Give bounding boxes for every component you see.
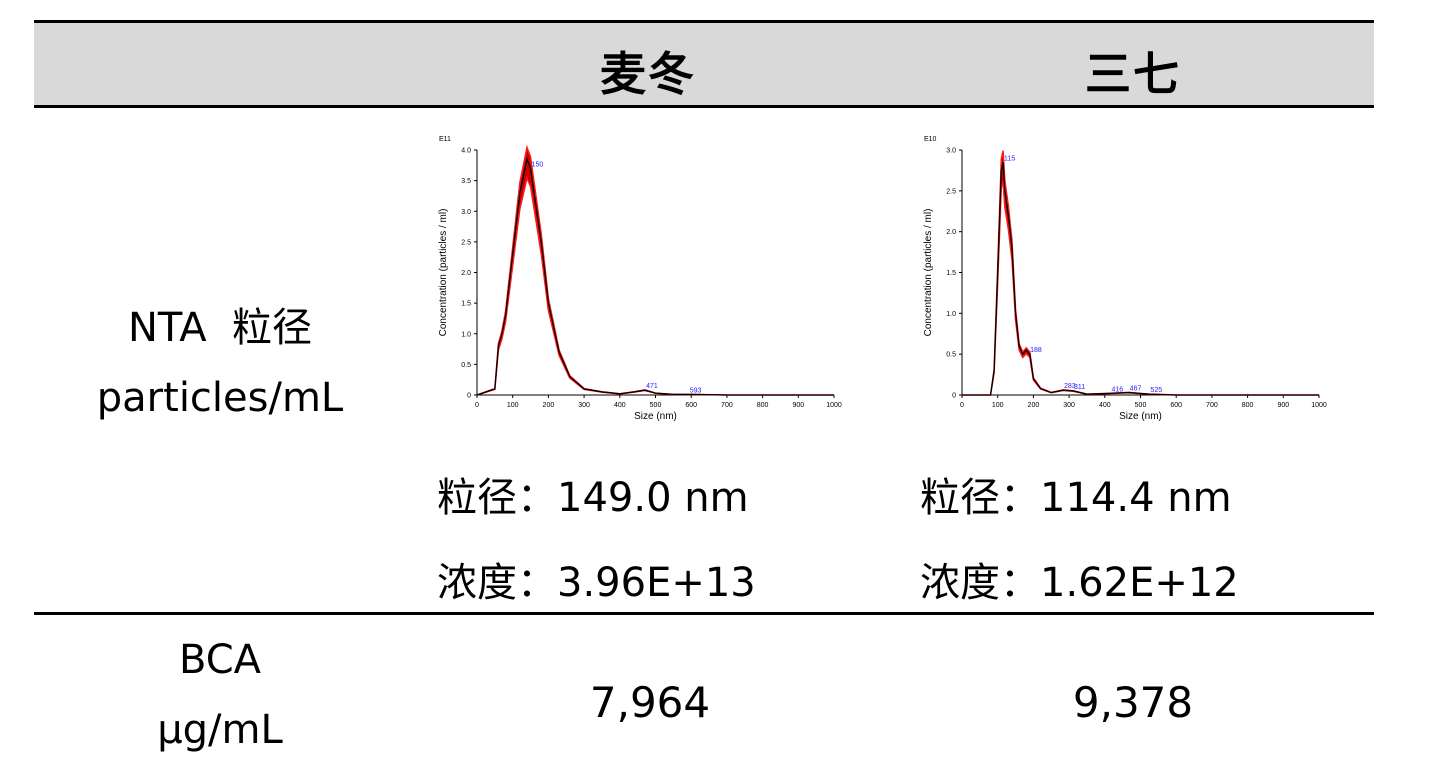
y-tick-label: 2.0: [461, 270, 471, 277]
x-tick-label: 400: [1099, 402, 1111, 409]
exponent-label: E10: [924, 136, 937, 143]
x-tick-label: 700: [721, 402, 733, 409]
y-tick-label: 1.0: [946, 311, 956, 318]
y-tick-label: 3.0: [461, 209, 471, 216]
peak-label: 115: [1004, 155, 1015, 162]
x-axis-title: Size (nm): [634, 411, 677, 422]
x-tick-label: 500: [650, 402, 662, 409]
x-tick-label: 100: [992, 402, 1004, 409]
y-tick-label: 1.5: [946, 270, 956, 277]
conc-stat-sanqi: 浓度：1.62E+12: [920, 550, 1239, 608]
y-tick-label: 4.0: [461, 148, 471, 155]
y-tick-label: 3.0: [946, 148, 956, 155]
x-tick-label: 900: [1277, 402, 1289, 409]
x-tick-label: 600: [1170, 402, 1182, 409]
x-tick-label: 400: [614, 402, 626, 409]
peak-label: 525: [1150, 387, 1162, 394]
y-tick-label: 1.5: [461, 301, 471, 308]
nta-row-label: NTA 粒径 particles/mL: [60, 300, 380, 440]
nta-chart-maidong: E11 0 0.5 1.0 1.5 2.0 2.5 3.0 3.5 4.0 0 100 200 300 40…: [438, 136, 842, 422]
header-row: [34, 22, 1374, 106]
peak-label: 311: [1074, 384, 1085, 391]
peak-label: 416: [1112, 386, 1124, 393]
bca-value-maidong: 7,964: [589, 678, 711, 727]
x-tick-label: 1000: [826, 402, 842, 409]
peak-label: 593: [690, 387, 702, 394]
y-tick-label: 1.0: [461, 331, 471, 338]
bca-row-label: BCA μg/mL: [60, 632, 380, 772]
x-tick-label: 800: [1242, 402, 1254, 409]
conc-stat-maidong: 浓度：3.96E+13: [437, 550, 756, 608]
conc-label: 浓度：: [920, 560, 1040, 606]
size-label: 粒径：: [437, 475, 557, 521]
peak-label: 467: [1130, 386, 1142, 393]
x-tick-label: 600: [685, 402, 697, 409]
y-tick-label: 2.0: [946, 229, 956, 236]
peak-label: 471: [646, 383, 658, 390]
mean-line: [476, 156, 834, 396]
x-tick-label: 800: [757, 402, 769, 409]
y-tick-label: 2.5: [461, 239, 471, 246]
y-tick-label: 0.5: [946, 352, 956, 359]
size-stat-maidong: 粒径：149.0 nm: [437, 465, 749, 523]
y-tick-label: 0: [952, 393, 956, 400]
x-tick-label: 300: [578, 402, 590, 409]
header-rule: [34, 105, 1374, 108]
y-axis-title: Concentration (particles / ml): [923, 209, 934, 337]
size-label: 粒径：: [920, 475, 1040, 521]
bca-label-line2: μg/mL: [157, 707, 283, 753]
error-band: [962, 150, 1319, 396]
mean-line: [962, 162, 1319, 396]
peak-label: 150: [532, 161, 544, 168]
x-tick-label: 100: [507, 402, 519, 409]
x-tick-label: 0: [960, 402, 964, 409]
nta-label-line2: particles/mL: [96, 375, 344, 421]
conc-value: 3.96E+13: [557, 560, 756, 606]
column-header-sanqi: 三七: [1085, 47, 1181, 101]
nta-label-line1: NTA 粒径: [127, 305, 313, 351]
x-tick-label: 1000: [1311, 402, 1327, 409]
size-stat-sanqi: 粒径：114.4 nm: [920, 465, 1232, 523]
conc-value: 1.62E+12: [1040, 560, 1239, 606]
y-tick-label: 0: [467, 393, 471, 400]
x-axis-title: Size (nm): [1119, 411, 1162, 422]
peak-label: 283: [1064, 383, 1076, 390]
top-rule: [34, 20, 1374, 23]
error-band: [476, 144, 834, 396]
exponent-label: E11: [439, 136, 451, 143]
x-tick-label: 700: [1206, 402, 1218, 409]
size-value: 149.0 nm: [557, 475, 749, 521]
bca-value-sanqi: 9,378: [1072, 678, 1194, 727]
x-tick-label: 500: [1135, 402, 1147, 409]
y-axis-title: Concentration (particles / ml): [438, 209, 449, 337]
x-tick-label: 0: [475, 402, 479, 409]
y-tick-label: 3.5: [461, 178, 471, 185]
y-tick-label: 0.5: [461, 362, 471, 369]
size-value: 114.4 nm: [1040, 475, 1232, 521]
row-divider: [34, 612, 1374, 615]
conc-label: 浓度：: [437, 560, 557, 606]
x-tick-label: 300: [1063, 402, 1075, 409]
bca-label-line1: BCA: [178, 637, 262, 683]
peak-label: 188: [1030, 347, 1042, 354]
x-tick-label: 900: [792, 402, 804, 409]
column-header-maidong: 麦冬: [600, 47, 696, 101]
y-tick-label: 2.5: [946, 188, 956, 195]
x-tick-label: 200: [543, 402, 555, 409]
x-tick-label: 200: [1028, 402, 1040, 409]
nta-chart-sanqi: E10 0 0.5 1.0 1.5 2.0 2.5 3.0 0 100 200 300 400 500 60…: [923, 136, 1327, 422]
